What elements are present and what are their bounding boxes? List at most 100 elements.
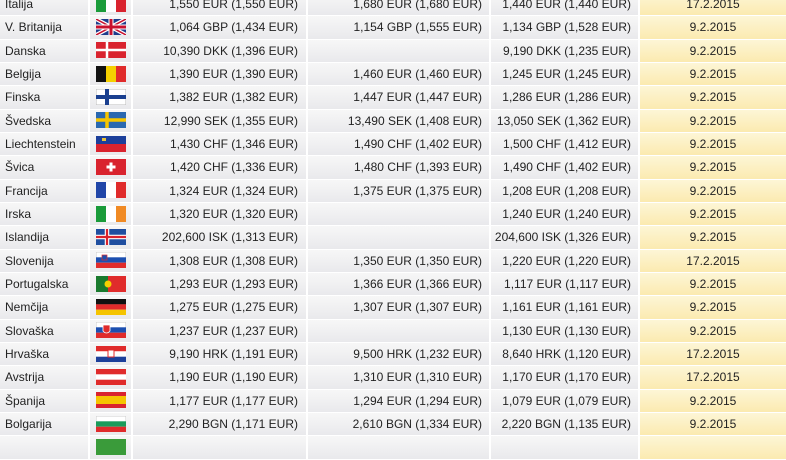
price-1: 1,237 EUR (1,237 EUR): [133, 319, 306, 342]
country-name: Francija: [0, 179, 88, 202]
switzerland-flag-icon: [95, 159, 126, 176]
uk-flag-icon: [95, 19, 126, 36]
price-2: [308, 319, 489, 342]
country-name: Liechtenstein: [0, 132, 88, 156]
price-2: [308, 202, 489, 226]
price-2: 1,310 EUR (1,310 EUR): [308, 366, 489, 389]
date: 9.2.2015: [640, 389, 786, 412]
belgium-flag-icon: [95, 65, 126, 82]
flag-cell: [90, 39, 131, 62]
table-row: Islandija 202,600 ISK (1,313 EUR) 204,600 …: [0, 226, 786, 249]
country-name: Islandija: [0, 226, 88, 249]
flag-cell: [90, 179, 131, 202]
table-row: Belgija 1,390 EUR (1,390 EUR) 1,460 EUR (1…: [0, 62, 786, 86]
price-1: 1,293 EUR (1,293 EUR): [133, 272, 306, 296]
country-name: Švedska: [0, 109, 88, 132]
date: 17.2.2015: [640, 342, 786, 366]
bulgaria-flag-icon: [95, 415, 126, 432]
date: 17.2.2015: [640, 0, 786, 16]
flag-cell: [90, 249, 131, 272]
price-3: 1,440 EUR (1,440 EUR): [491, 0, 638, 16]
table-row: Danska 10,390 DKK (1,396 EUR) 9,190 DKK (1…: [0, 39, 786, 63]
price-2: 2,610 BGN (1,334 EUR): [308, 412, 489, 436]
price-2: 1,154 GBP (1,555 EUR): [308, 16, 489, 39]
price-1: 1,308 EUR (1,308 EUR): [133, 249, 306, 272]
country-name: Portugalska: [0, 272, 88, 296]
flag-cell: [90, 342, 131, 366]
price-2: 1,680 EUR (1,680 EUR): [308, 0, 489, 16]
germany-flag-icon: [95, 299, 126, 316]
price-2: 1,294 EUR (1,294 EUR): [308, 389, 489, 412]
date: 9.2.2015: [640, 319, 786, 342]
price-1: 1,064 GBP (1,434 EUR): [133, 16, 306, 39]
price-1: 1,420 CHF (1,336 EUR): [133, 156, 306, 179]
price-1: 1,390 EUR (1,390 EUR): [133, 62, 306, 86]
price-1: 1,275 EUR (1,275 EUR): [133, 296, 306, 319]
price-3: 204,600 ISK (1,326 EUR): [491, 226, 638, 249]
price-3: 1,170 EUR (1,170 EUR): [491, 366, 638, 389]
sweden-flag-icon: [95, 112, 126, 129]
flag-cell: [90, 412, 131, 436]
italy-flag-icon: [95, 0, 126, 12]
table-row: Italija 1,550 EUR (1,550 EUR) 1,680 EUR (1…: [0, 0, 786, 16]
price-2: 9,500 HRK (1,232 EUR): [308, 342, 489, 366]
country-name: Švica: [0, 156, 88, 179]
date: 9.2.2015: [640, 226, 786, 249]
date: 9.2.2015: [640, 109, 786, 132]
price-2: 1,307 EUR (1,307 EUR): [308, 296, 489, 319]
date: 9.2.2015: [640, 16, 786, 39]
flag-cell: [90, 226, 131, 249]
date: 9.2.2015: [640, 296, 786, 319]
country-name: Italija: [0, 0, 88, 16]
price-1: 1,430 CHF (1,346 EUR): [133, 132, 306, 156]
table-row: V. Britanija 1,064 GBP (1,434 EUR) 1,154 G…: [0, 16, 786, 39]
country-name: Avstrija: [0, 366, 88, 389]
country-name: Finska: [0, 86, 88, 109]
price-3: 1,208 EUR (1,208 EUR): [491, 179, 638, 202]
flag-cell: [90, 62, 131, 86]
country-name: V. Britanija: [0, 16, 88, 39]
price-1: 10,390 DKK (1,396 EUR): [133, 39, 306, 62]
price-1: 12,990 SEK (1,355 EUR): [133, 109, 306, 132]
table-row: Španija 1,177 EUR (1,177 EUR) 1,294 EUR (1…: [0, 389, 786, 413]
denmark-flag-icon: [95, 42, 126, 59]
table-row: Bolgarija 2,290 BGN (1,171 EUR) 2,610 BGN …: [0, 412, 786, 436]
country-name: Irska: [0, 202, 88, 226]
price-3: 1,286 EUR (1,286 EUR): [491, 86, 638, 109]
flag-cell: [90, 156, 131, 179]
date: 9.2.2015: [640, 179, 786, 202]
table-row: Avstrija 1,190 EUR (1,190 EUR) 1,310 EUR (…: [0, 366, 786, 389]
price-3: 13,050 SEK (1,362 EUR): [491, 109, 638, 132]
price-1: 1,550 EUR (1,550 EUR): [133, 0, 306, 16]
flag-cell: [90, 86, 131, 109]
country-name: Bolgarija: [0, 412, 88, 436]
france-flag-icon: [95, 182, 126, 199]
price-1: 1,190 EUR (1,190 EUR): [133, 366, 306, 389]
price-2: [308, 39, 489, 62]
slovenia-flag-icon: [95, 252, 126, 269]
date: 9.2.2015: [640, 412, 786, 436]
date: 9.2.2015: [640, 62, 786, 86]
flag-cell: [90, 109, 131, 132]
date: 9.2.2015: [640, 202, 786, 226]
price-3: 1,220 EUR (1,220 EUR): [491, 249, 638, 272]
price-3: 2,220 BGN (1,135 EUR): [491, 412, 638, 436]
price-3: 1,079 EUR (1,079 EUR): [491, 389, 638, 412]
price-3: 9,190 DKK (1,235 EUR): [491, 39, 638, 62]
price-2: 1,490 CHF (1,402 EUR): [308, 132, 489, 156]
price-1: 2,290 BGN (1,171 EUR): [133, 412, 306, 436]
flag-cell: [90, 272, 131, 296]
table-row: Hrvaška 9,190 HRK (1,191 EUR) 9,500 HRK (1…: [0, 342, 786, 366]
price-2: 1,460 EUR (1,460 EUR): [308, 62, 489, 86]
flag-cell: [90, 366, 131, 389]
flag-cell: [90, 0, 131, 16]
flag-cell: [90, 389, 131, 412]
price-1: 1,324 EUR (1,324 EUR): [133, 179, 306, 202]
spain-flag-icon: [95, 392, 126, 409]
price-1: 1,382 EUR (1,382 EUR): [133, 86, 306, 109]
date: 17.2.2015: [640, 366, 786, 389]
price-2: 1,375 EUR (1,375 EUR): [308, 179, 489, 202]
table-row-partial: [0, 436, 786, 459]
price-1: 1,177 EUR (1,177 EUR): [133, 389, 306, 412]
price-3: 8,640 HRK (1,120 EUR): [491, 342, 638, 366]
